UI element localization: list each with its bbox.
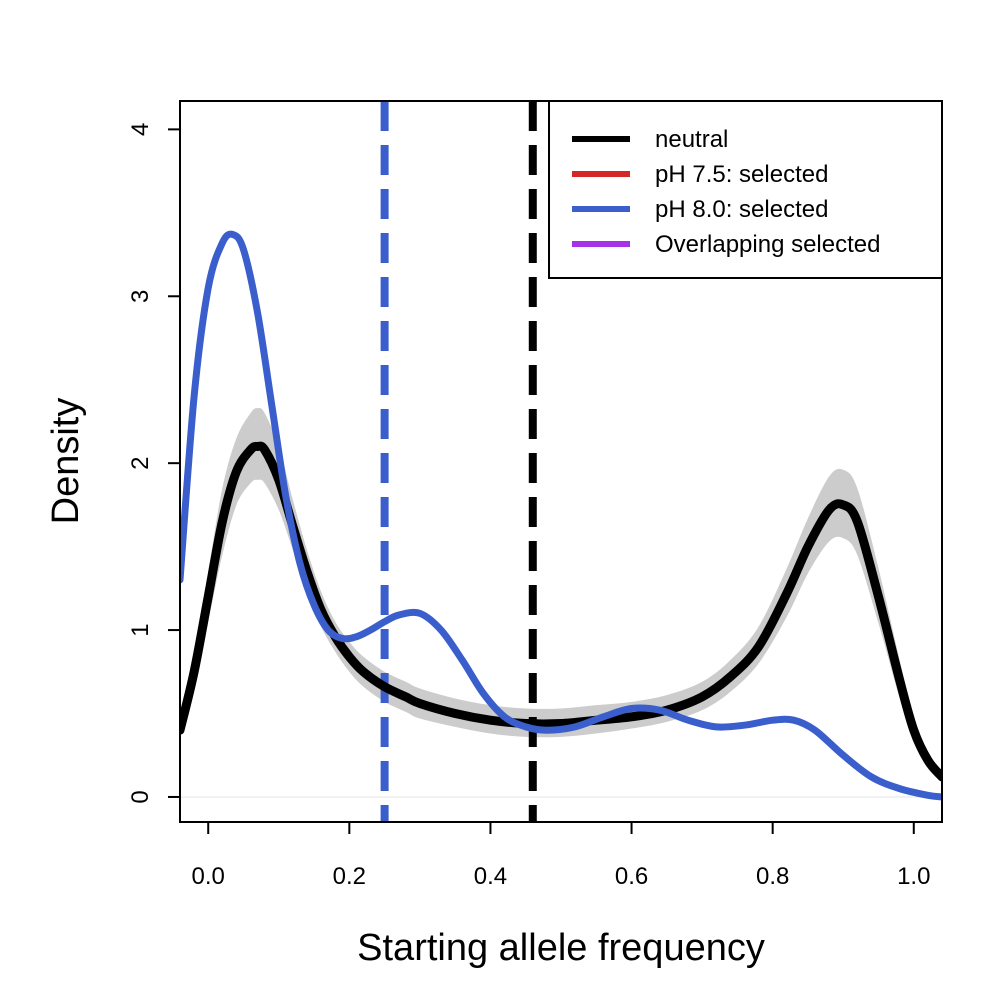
y-axis-title: Density — [45, 398, 87, 525]
vline-layer — [380, 101, 537, 822]
y-tick-label-2: 2 — [127, 456, 154, 469]
legend-label-2: pH 8.0: selected — [655, 196, 828, 223]
series-line-0 — [180, 441, 942, 782]
x-tick-label-2: 0.4 — [474, 863, 507, 890]
legend-box — [548, 100, 943, 279]
x-axis-title: Starting allele frequency — [357, 927, 765, 969]
neutral-confidence-band — [180, 407, 942, 782]
y-tick-label-0: 0 — [127, 790, 154, 803]
x-tick-label-4: 0.8 — [756, 863, 789, 890]
legend-label-3: Overlapping selected — [655, 231, 880, 258]
y-tick-label-4: 4 — [127, 123, 154, 136]
y-tick-label-1: 1 — [127, 623, 154, 636]
legend-label-1: pH 7.5: selected — [655, 161, 828, 188]
x-tick-label-5: 1.0 — [897, 863, 930, 890]
x-tick-label-0: 0.0 — [192, 863, 225, 890]
legend-label-0: neutral — [655, 126, 728, 153]
y-axis: 0 1 2 3 4 — [127, 123, 180, 804]
x-axis: 0.0 0.2 0.4 0.6 0.8 1.0 — [192, 822, 930, 890]
y-tick-label-3: 3 — [127, 290, 154, 303]
series-layer — [180, 230, 942, 801]
x-tick-label-3: 0.6 — [615, 863, 648, 890]
x-tick-label-1: 0.2 — [333, 863, 366, 890]
band-layer — [180, 407, 942, 782]
legend: neutral pH 7.5: selected pH 8.0: selected O… — [548, 100, 943, 279]
series-line-1 — [180, 230, 942, 801]
